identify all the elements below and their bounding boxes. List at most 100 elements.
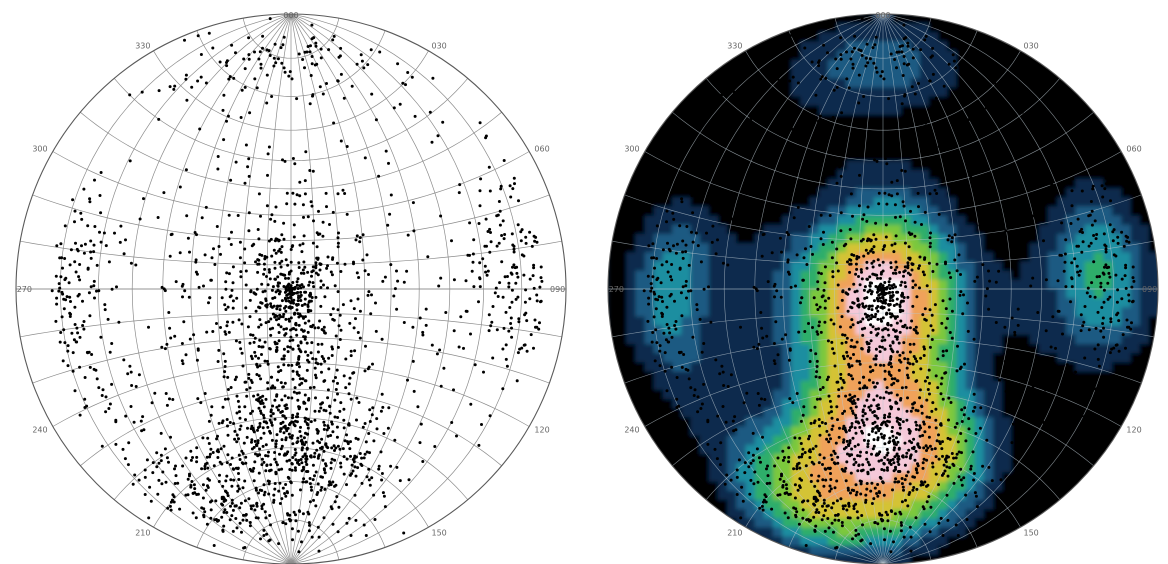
density-cell (608, 188, 618, 199)
density-cell (947, 380, 958, 391)
density-cell (1112, 59, 1123, 70)
density-cell (1057, 23, 1068, 34)
density-cell (864, 325, 875, 336)
density-cell (763, 124, 774, 134)
pole-point (392, 106, 396, 110)
pole-point (510, 232, 514, 236)
density-cell (718, 417, 728, 428)
density-cell (663, 124, 673, 134)
density-cell (1103, 188, 1113, 199)
density-cell (846, 298, 857, 309)
density-cell (763, 334, 774, 345)
pole-point (164, 480, 168, 484)
pole-point (104, 244, 108, 248)
pole-point (235, 394, 239, 398)
pole-point (171, 493, 175, 497)
pole-point (339, 46, 343, 50)
density-cell (626, 215, 637, 226)
density-cell (763, 69, 774, 79)
density-cell (910, 362, 921, 373)
density-cell (892, 224, 903, 235)
density-cell (617, 344, 628, 354)
density-cell (626, 124, 637, 134)
pole-point (213, 263, 217, 266)
pole-point (225, 511, 229, 514)
density-cell (1020, 261, 1031, 272)
pole-point (336, 241, 340, 245)
pole-point (72, 338, 76, 342)
density-cell (681, 224, 692, 235)
density-cell (791, 353, 802, 364)
density-cell (864, 215, 875, 226)
pole-point (219, 252, 222, 256)
density-cell (1084, 279, 1095, 290)
density-cell (1093, 399, 1104, 409)
pole-point (469, 332, 472, 336)
density-cell (644, 252, 655, 263)
density-cell (773, 197, 783, 208)
density-cell (1084, 289, 1095, 299)
density-cell (818, 87, 829, 98)
density-cell (965, 270, 976, 281)
pole-point (274, 442, 278, 446)
pole-point (259, 62, 263, 66)
pole-point (292, 291, 296, 295)
density-cell (1029, 14, 1040, 24)
density-cell (901, 399, 912, 409)
pole-point (204, 488, 208, 492)
density-cell (608, 69, 618, 79)
pole-point (360, 59, 364, 63)
density-cell (864, 289, 875, 299)
azimuth-tick-label: 120 (534, 426, 549, 435)
density-cell (993, 454, 1003, 464)
density-cell (791, 142, 802, 153)
pole-point (487, 329, 491, 333)
density-cell (919, 114, 930, 125)
density-cell (1048, 417, 1058, 428)
density-cell (617, 444, 628, 455)
density-cell (974, 14, 985, 24)
density-cell (938, 325, 948, 336)
pole-point (317, 453, 321, 457)
density-cell (1139, 362, 1150, 373)
pole-point (433, 445, 437, 448)
pole-point (238, 506, 242, 510)
density-cell (773, 142, 783, 153)
density-cell (883, 307, 893, 318)
density-cell (763, 179, 774, 189)
density-cell (818, 261, 829, 272)
pole-point (284, 298, 288, 301)
pole-point (223, 370, 227, 374)
density-cell (635, 279, 646, 290)
density-cell (1084, 59, 1095, 70)
density-cell (617, 316, 628, 327)
density-cell (1020, 298, 1031, 309)
density-cell (1112, 371, 1123, 382)
density-cell (938, 380, 948, 391)
pole-point (104, 395, 108, 399)
pole-point (301, 268, 305, 272)
pole-point (216, 167, 220, 171)
density-cell (873, 114, 884, 125)
density-cell (974, 224, 985, 235)
density-cell (754, 444, 765, 455)
pole-point (124, 414, 128, 418)
pole-point (248, 386, 252, 390)
pole-point (345, 433, 348, 437)
density-cell (993, 307, 1003, 318)
density-cell (1020, 206, 1031, 217)
pole-point (377, 467, 381, 471)
density-cell (1048, 169, 1058, 180)
density-cell (855, 105, 866, 116)
pole-point (308, 102, 312, 106)
density-cell (800, 444, 811, 455)
pole-point (60, 315, 64, 319)
pole-point (244, 143, 248, 147)
density-cell (736, 417, 747, 428)
density-cell (938, 344, 948, 354)
density-cell (782, 279, 793, 290)
pole-point (203, 392, 207, 395)
pole-point (269, 333, 273, 337)
density-cell (974, 371, 985, 382)
pole-point (359, 462, 363, 466)
